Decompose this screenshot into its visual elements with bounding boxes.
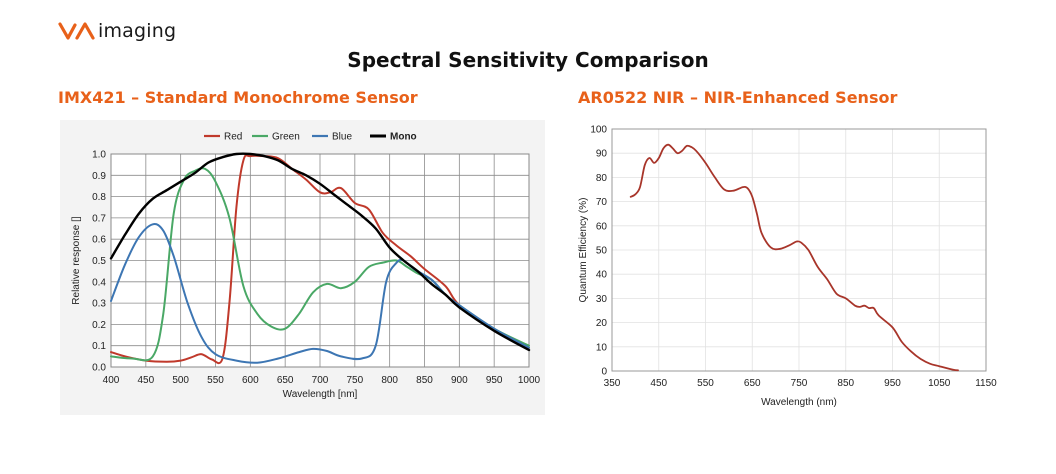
x-tick-label: 850 xyxy=(416,375,433,386)
x-tick-label: 650 xyxy=(744,378,761,389)
y-tick-label: 80 xyxy=(596,173,608,184)
y-tick-label: 70 xyxy=(596,197,608,208)
left-x-axis-label: Wavelength [nm] xyxy=(283,389,358,400)
y-tick-label: 0.2 xyxy=(92,320,106,331)
legend-label-mono: Mono xyxy=(390,132,417,143)
x-tick-label: 800 xyxy=(381,375,398,386)
imx421-chart: 400 450 500 550 600 650 700 750 800 850 900 950 1000… xyxy=(60,120,545,415)
left-plot-frame xyxy=(110,153,530,368)
y-tick-label: 0.8 xyxy=(92,192,106,203)
right-plot-frame xyxy=(611,128,987,372)
left-legend: Red Green Blue Mono xyxy=(204,132,417,143)
y-tick-label: 40 xyxy=(596,270,608,281)
brand-logo: imaging xyxy=(58,20,176,42)
x-tick-label: 850 xyxy=(837,378,854,389)
y-tick-label: 50 xyxy=(596,246,608,257)
y-tick-label: 0.1 xyxy=(92,341,106,352)
x-tick-label: 400 xyxy=(103,375,120,386)
y-tick-label: 0.9 xyxy=(92,171,106,182)
x-tick-label: 950 xyxy=(884,378,901,389)
right-chart-title: AR0522 NIR – NIR-Enhanced Sensor xyxy=(578,88,898,107)
legend-label-red: Red xyxy=(224,132,242,143)
y-tick-label: 0.0 xyxy=(92,363,106,374)
legend-label-green: Green xyxy=(272,132,300,143)
x-tick-label: 950 xyxy=(486,375,503,386)
left-chart-title: IMX421 – Standard Monochrome Sensor xyxy=(58,88,418,107)
x-tick-label: 500 xyxy=(172,375,189,386)
y-tick-label: 0.3 xyxy=(92,299,106,310)
x-tick-label: 900 xyxy=(451,375,468,386)
x-tick-label: 650 xyxy=(277,375,294,386)
right-x-axis-label: Wavelength (nm) xyxy=(761,397,837,408)
series-line-mono xyxy=(109,152,531,352)
right-y-axis-label: Quantum Efficiency (%) xyxy=(578,198,589,303)
legend-label-blue: Blue xyxy=(332,132,352,143)
x-tick-label: 750 xyxy=(791,378,808,389)
x-tick-label: 700 xyxy=(312,375,329,386)
series-line-red xyxy=(110,154,530,365)
x-tick-label: 550 xyxy=(207,375,224,386)
y-tick-label: 0.5 xyxy=(92,256,106,267)
brand-name: imaging xyxy=(98,20,177,42)
y-tick-label: 20 xyxy=(596,318,608,329)
series-line-qe xyxy=(629,143,959,372)
page-title: Spectral Sensitivity Comparison xyxy=(347,48,709,72)
x-tick-label: 600 xyxy=(242,375,259,386)
y-tick-label: 1.0 xyxy=(92,150,106,161)
y-tick-label: 100 xyxy=(590,125,607,136)
x-tick-label: 1000 xyxy=(518,375,541,386)
x-tick-label: 450 xyxy=(137,375,154,386)
x-tick-label: 450 xyxy=(650,378,667,389)
x-tick-label: 350 xyxy=(604,378,621,389)
y-tick-label: 0 xyxy=(601,367,607,378)
x-tick-label: 1150 xyxy=(975,378,997,389)
x-tick-label: 550 xyxy=(697,378,714,389)
x-tick-label: 1050 xyxy=(928,378,951,389)
y-tick-label: 30 xyxy=(596,294,608,305)
x-tick-label: 750 xyxy=(346,375,363,386)
left-y-axis-label: Relative response [] xyxy=(71,216,82,305)
y-tick-label: 90 xyxy=(596,149,608,160)
y-tick-label: 60 xyxy=(596,221,608,232)
ar0522-chart: 350 450 550 650 750 850 950 1050 1150 0 10 20 30 40 50… xyxy=(578,125,997,409)
series-line-blue xyxy=(110,223,530,364)
brand-mark-icon xyxy=(58,22,95,40)
y-tick-label: 0.6 xyxy=(92,235,106,246)
y-tick-label: 10 xyxy=(596,342,608,353)
y-tick-label: 0.4 xyxy=(92,277,106,288)
y-tick-label: 0.7 xyxy=(92,213,106,224)
